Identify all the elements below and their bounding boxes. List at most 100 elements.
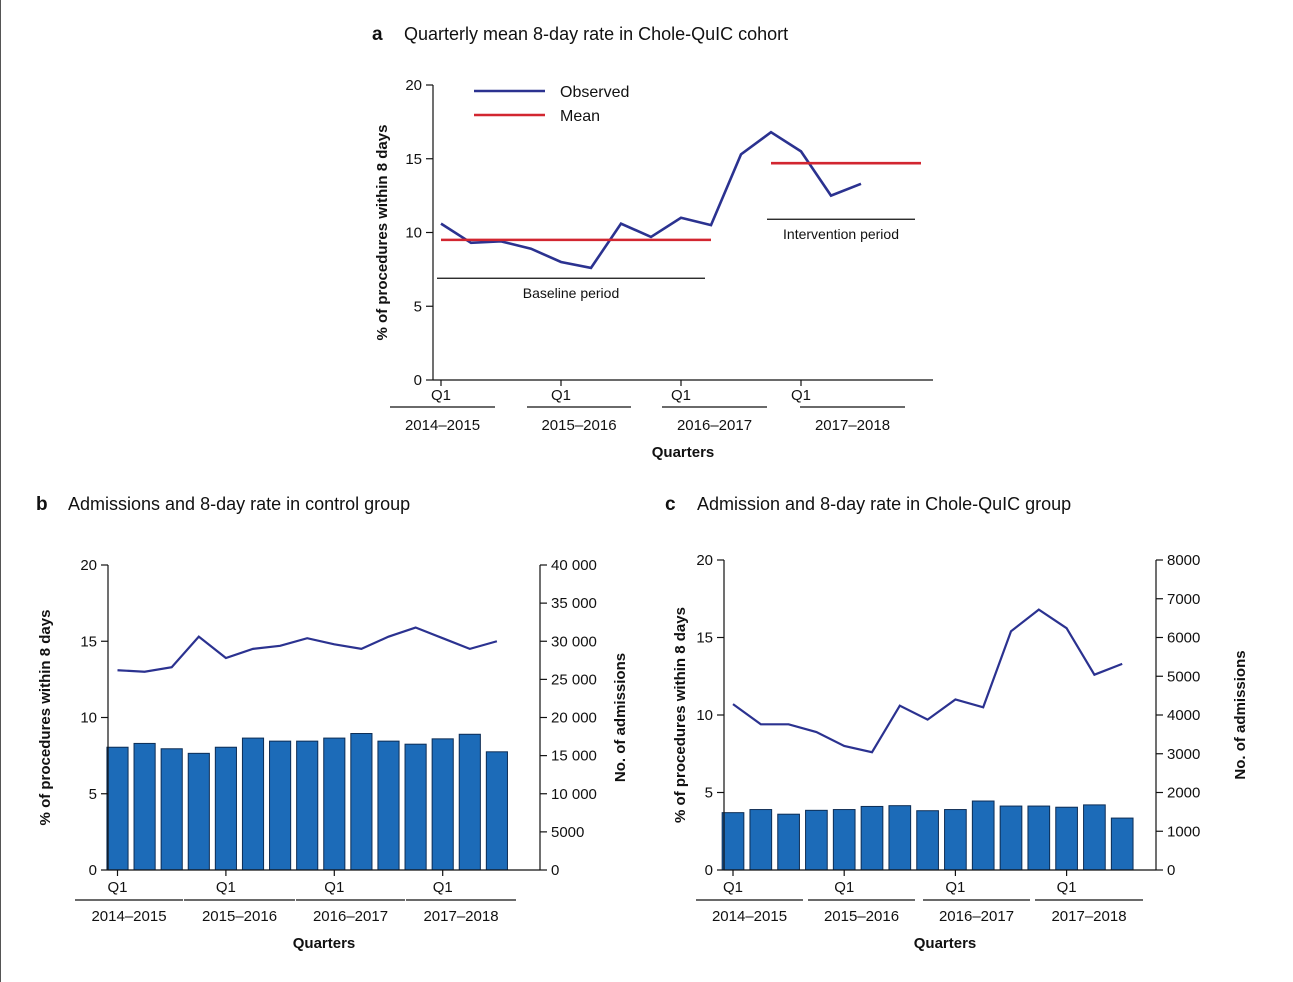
- panel-a-title: Quarterly mean 8-day rate in Chole-QuIC …: [404, 24, 788, 44]
- year-label-b-1: 2015–2016: [202, 908, 277, 925]
- right-tick-label-b-1: 5000: [551, 824, 584, 841]
- q-label-b-2: Q1: [324, 879, 344, 896]
- right-tick-label-b-6: 30 000: [551, 633, 597, 650]
- bar-b-3: [160, 748, 183, 871]
- right-tick-label-c-5: 5000: [1167, 668, 1200, 685]
- bar-b-10: [350, 733, 373, 871]
- right-tick-label-b-7: 35 000: [551, 595, 597, 612]
- bar-b-15: [485, 751, 508, 871]
- q-label-a-3: Q1: [791, 387, 811, 404]
- legend-label-1: Observed: [560, 84, 629, 101]
- q-label-c-2: Q1: [945, 879, 965, 896]
- left-tick-label-b-1: 5: [89, 786, 97, 803]
- year-label-b-2: 2016–2017: [313, 908, 388, 925]
- q-label-a-0: Q1: [431, 387, 451, 404]
- q-label-b-0: Q1: [107, 879, 127, 896]
- period-label-2: Intervention period: [783, 226, 899, 242]
- x-axis-title-c: Quarters: [914, 935, 977, 952]
- legend-label-2: Mean: [560, 108, 600, 125]
- y2-axis-title-c: No. of admissions: [1232, 650, 1249, 779]
- right-tick-label-b-3: 15 000: [551, 748, 597, 765]
- right-tick-label-c-8: 8000: [1167, 552, 1200, 569]
- y2-axis-title-b: No. of admissions: [612, 653, 629, 782]
- right-tick-label-b-4: 20 000: [551, 710, 597, 727]
- bar-c-9: [944, 809, 967, 871]
- left-tick-label-b-0: 0: [89, 862, 97, 879]
- year-label-c-3: 2017–2018: [1051, 908, 1126, 925]
- q-label-c-0: Q1: [723, 879, 743, 896]
- bar-c-6: [860, 805, 884, 871]
- bar-b-2: [133, 742, 156, 871]
- bar-c-15: [1110, 817, 1134, 871]
- bar-c-7: [888, 805, 912, 871]
- left-tick-label-b-2: 10: [80, 710, 97, 727]
- left-tick-label-a-4: 20: [405, 77, 422, 94]
- q-label-a-2: Q1: [671, 387, 691, 404]
- bar-b-4: [187, 752, 210, 871]
- left-tick-label-c-3: 15: [696, 630, 713, 647]
- right-tick-label-c-7: 7000: [1167, 591, 1200, 608]
- q-label-c-1: Q1: [834, 879, 854, 896]
- x-axis-title-a: Quarters: [652, 444, 715, 461]
- bar-c-2: [749, 809, 773, 871]
- right-tick-label-c-2: 2000: [1167, 785, 1200, 802]
- bar-b-12: [404, 743, 427, 871]
- right-tick-label-b-2: 10 000: [551, 786, 597, 803]
- period-label-1: Baseline period: [523, 285, 620, 301]
- left-tick-label-a-2: 10: [405, 225, 422, 242]
- bar-c-14: [1083, 804, 1106, 871]
- bar-b-14: [458, 733, 481, 871]
- left-tick-label-b-3: 15: [80, 633, 97, 650]
- year-label-c-2: 2016–2017: [939, 908, 1014, 925]
- year-label-b-3: 2017–2018: [423, 908, 498, 925]
- right-tick-label-b-0: 0: [551, 862, 559, 879]
- q-label-b-1: Q1: [216, 879, 236, 896]
- q-label-a-1: Q1: [551, 387, 571, 404]
- panel-c-title: Admission and 8-day rate in Chole-QuIC g…: [697, 494, 1071, 514]
- year-label-b-0: 2014–2015: [91, 908, 166, 925]
- bar-c-10: [971, 800, 995, 871]
- right-tick-label-b-8: 40 000: [551, 557, 597, 574]
- left-tick-label-c-0: 0: [705, 862, 713, 879]
- rate-line-c: [732, 608, 1123, 754]
- q-label-c-3: Q1: [1057, 879, 1077, 896]
- y-axis-title-b: % of procedures within 8 days: [37, 610, 54, 826]
- right-tick-label-c-6: 6000: [1167, 630, 1200, 647]
- panel-b-title: Admissions and 8-day rate in control gro…: [68, 494, 410, 514]
- bar-c-12: [1027, 805, 1051, 871]
- bar-c-11: [999, 805, 1023, 871]
- bar-c-1: [721, 812, 745, 871]
- year-label-c-0: 2014–2015: [712, 908, 787, 925]
- left-tick-label-b-4: 20: [80, 557, 97, 574]
- panel-b-letter: b: [36, 494, 48, 515]
- right-tick-label-c-0: 0: [1167, 862, 1175, 879]
- y-axis-title-c: % of procedures within 8 days: [672, 607, 689, 823]
- bar-c-5: [832, 809, 856, 871]
- panel-c-letter: c: [665, 494, 676, 515]
- right-tick-label-c-4: 4000: [1167, 707, 1200, 724]
- bar-b-6: [241, 737, 265, 871]
- year-label-a-3: 2017–2018: [815, 417, 890, 434]
- panel-a-letter: a: [372, 24, 383, 45]
- x-axis-title-b: Quarters: [293, 935, 356, 952]
- year-label-c-1: 2015–2016: [824, 908, 899, 925]
- rate-line-b: [117, 626, 498, 673]
- bar-b-7: [269, 740, 292, 871]
- bar-c-3: [777, 813, 800, 871]
- year-label-a-0: 2014–2015: [405, 417, 480, 434]
- left-tick-label-a-0: 0: [414, 372, 422, 389]
- bar-c-8: [916, 810, 939, 871]
- figure-left-border: [0, 0, 1, 982]
- bar-b-11: [377, 740, 400, 871]
- left-tick-label-c-1: 5: [705, 785, 713, 802]
- observed-line: [440, 130, 862, 270]
- bar-b-9: [323, 737, 346, 871]
- left-tick-label-c-2: 10: [696, 707, 713, 724]
- left-tick-label-a-1: 5: [414, 298, 422, 315]
- bar-b-5: [214, 746, 237, 871]
- bar-c-13: [1055, 806, 1078, 871]
- right-tick-label-c-3: 3000: [1167, 746, 1200, 763]
- year-label-a-1: 2015–2016: [541, 417, 616, 434]
- right-tick-label-c-1: 1000: [1167, 823, 1200, 840]
